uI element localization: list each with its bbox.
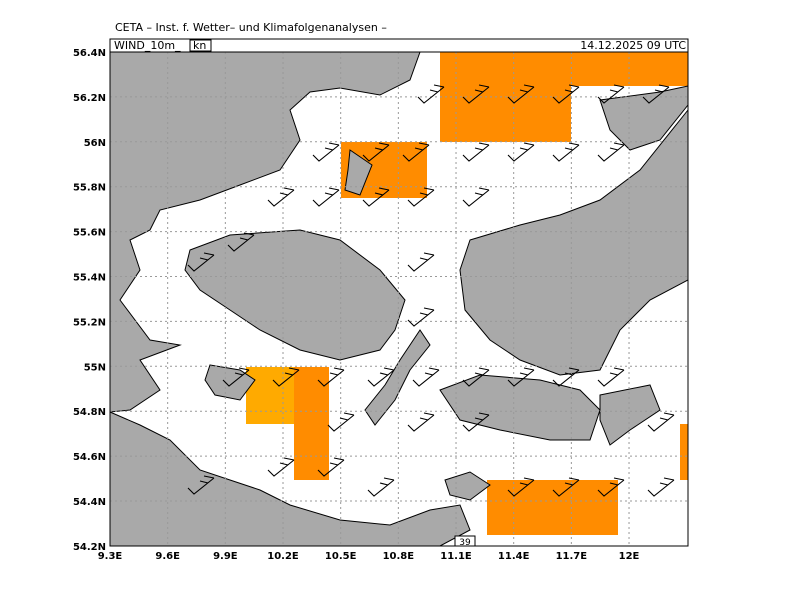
- lat-tick-label: 55N: [84, 362, 106, 373]
- wind-barb: [597, 84, 625, 104]
- lon-tick-label: 11.7E: [556, 551, 588, 562]
- wind-barb: [597, 142, 625, 162]
- wind-barb: [417, 84, 445, 104]
- wind-barb: [407, 307, 435, 327]
- lat-tick-label: 55.2N: [73, 317, 106, 328]
- lon-tick-label: 9.6E: [155, 551, 180, 562]
- lon-tick-label: 10.8E: [383, 551, 415, 562]
- lon-tick-label: 12E: [619, 551, 640, 562]
- annotation: 39: [459, 538, 471, 548]
- wind-barb: [327, 412, 355, 432]
- wind-barb: [317, 367, 345, 387]
- annotation-box: [454, 535, 476, 547]
- wind-barb: [272, 367, 300, 387]
- lat-tick-label: 54.2N: [73, 542, 106, 553]
- wind-barb: [462, 84, 490, 104]
- wind-barb: [402, 142, 430, 162]
- wind-barb: [462, 367, 490, 387]
- lat-tick-label: 55.8N: [73, 183, 106, 194]
- wind-barb: [312, 187, 340, 207]
- wind-barb: [407, 412, 435, 432]
- wind-barb: [507, 84, 535, 104]
- map: 39: [109, 51, 689, 548]
- lat-tick-label: 54.4N: [73, 497, 106, 508]
- wind-barb: [187, 252, 215, 272]
- lat-tick-label: 56N: [84, 138, 106, 149]
- lat-tick-label: 56.4N: [73, 48, 106, 59]
- header-title: CETA – Inst. f. Wetter– und Klimafolgena…: [115, 21, 387, 34]
- wind-area: [487, 480, 618, 535]
- wind-barb: [312, 142, 340, 162]
- lon-tick-label: 9.9E: [213, 551, 238, 562]
- lat-tick-label: 54.8N: [73, 407, 106, 418]
- wind-barb: [462, 187, 490, 207]
- map-frame: [109, 51, 689, 547]
- land-falster: [599, 384, 661, 446]
- lon-tick-label: 11.1E: [440, 551, 472, 562]
- wind-barb: [462, 412, 490, 432]
- wind-barb: [367, 367, 395, 387]
- land-langeland: [364, 329, 431, 426]
- wind-barb: [367, 477, 395, 497]
- wind-barb: [267, 187, 295, 207]
- wind-barb: [407, 187, 435, 207]
- lat-tick-label: 56.2N: [73, 93, 106, 104]
- land-fyn: [184, 229, 406, 361]
- wind-barb: [647, 477, 675, 497]
- land-als: [204, 364, 256, 401]
- variable-name: WIND_10m_: [114, 39, 181, 52]
- lon-tick-label: 9.3E: [98, 551, 123, 562]
- wind-area: [680, 424, 688, 480]
- lon-tick-label: 11.4E: [498, 551, 530, 562]
- wind-barb: [552, 84, 580, 104]
- wind-barb: [507, 142, 535, 162]
- wind-area: [294, 367, 329, 480]
- wind-barb: [647, 412, 675, 432]
- wind-barb: [227, 232, 255, 252]
- lon-tick-label: 10.2E: [267, 551, 299, 562]
- wind-barb: [222, 367, 250, 387]
- wind-barb: [267, 457, 295, 477]
- unit-box: [189, 39, 212, 52]
- wind-barb: [317, 457, 345, 477]
- wind-barb: [642, 84, 670, 104]
- land-zealand: [459, 108, 689, 376]
- wind-barb: [552, 142, 580, 162]
- lat-tick-label: 54.6N: [73, 452, 106, 463]
- wind-barb: [407, 252, 435, 272]
- wind-barb: [362, 187, 390, 207]
- wind-barb: [597, 367, 625, 387]
- lat-tick-label: 55.4N: [73, 273, 106, 284]
- wind-barb: [412, 367, 440, 387]
- wind-barb: [597, 477, 625, 497]
- valid-time: 14.12.2025 09 UTC: [580, 39, 686, 52]
- wind-barb: [552, 367, 580, 387]
- wind-barb: [507, 477, 535, 497]
- lon-tick-label: 10.5E: [325, 551, 357, 562]
- land-jutland: [109, 51, 421, 413]
- wind-barb: [552, 477, 580, 497]
- wind-barb: [462, 142, 490, 162]
- wind-barb: [187, 475, 215, 495]
- land-samso: [344, 149, 373, 196]
- lat-tick-label: 55.6N: [73, 228, 106, 239]
- land-germany: [109, 411, 471, 547]
- unit: kn: [193, 39, 206, 52]
- wind-barb: [362, 142, 390, 162]
- wind-barb: [507, 367, 535, 387]
- land-lolland: [439, 374, 601, 441]
